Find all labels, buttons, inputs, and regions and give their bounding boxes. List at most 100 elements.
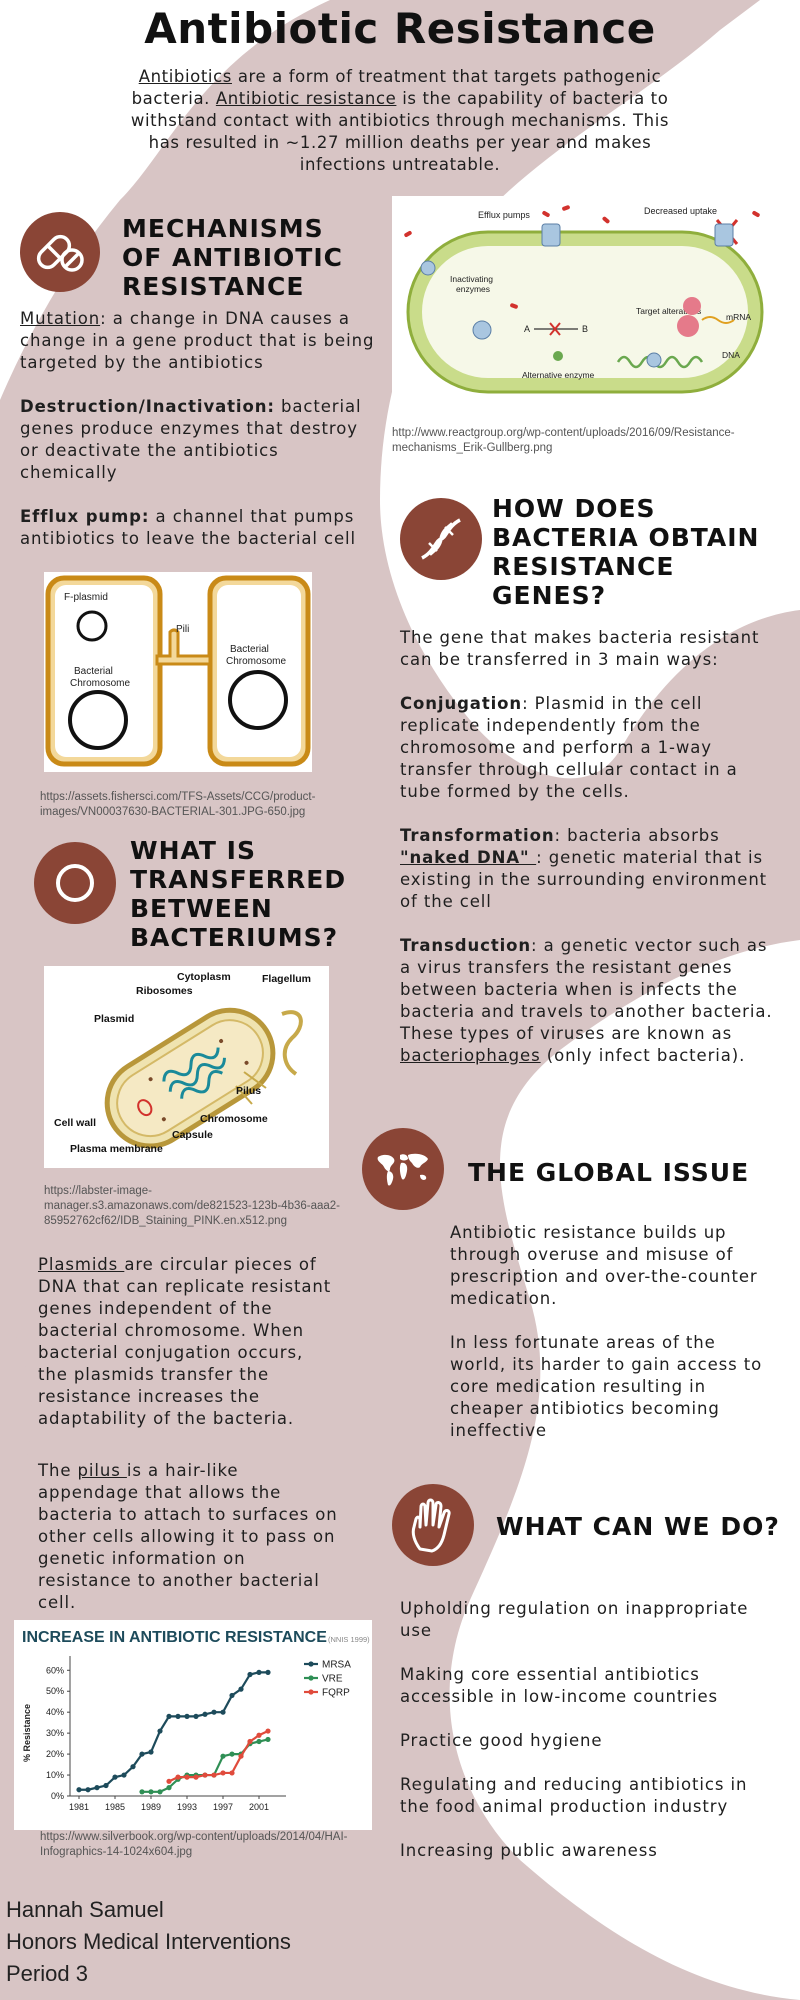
data-point-fqrp: [211, 1772, 217, 1778]
x-tick-label: 1993: [177, 1802, 197, 1812]
mutation-text: : a change in DNA causes a change in a g…: [20, 309, 375, 372]
transduction-text-2: (only infect bacteria).: [540, 1046, 746, 1065]
inactivating-label-2: enzymes: [456, 284, 490, 294]
data-point-mrsa: [247, 1671, 253, 1678]
data-point-vre: [157, 1789, 163, 1795]
data-point-mrsa: [256, 1669, 262, 1675]
destruction-term: Destruction/Inactivation:: [20, 397, 275, 416]
transformation-text-2: : genetic material that is existing in t…: [400, 848, 768, 911]
plasmids-paragraph: Plasmids are circular pieces of DNA that…: [38, 1254, 338, 1430]
chart-title: INCREASE IN ANTIBIOTIC RESISTANCE: [22, 1629, 327, 1646]
action-heading: WHAT CAN WE DO?: [496, 1512, 780, 1541]
data-point-mrsa: [265, 1669, 271, 1675]
data-point-mrsa: [103, 1782, 109, 1789]
x-tick-label: 1997: [213, 1802, 233, 1812]
x-tick-label: 2001: [249, 1802, 269, 1812]
pilus-text: is a hair-like appendage that allows the…: [38, 1461, 338, 1612]
y-tick-label: 20%: [46, 1749, 64, 1759]
naked-dna-term: "naked DNA": [400, 848, 537, 867]
data-point-mrsa: [175, 1713, 181, 1719]
left-chromosome-label-2: Chromosome: [70, 678, 130, 689]
class-period: Period 3: [6, 1961, 88, 1986]
hand-icon: [392, 1484, 474, 1566]
legend-label-mrsa: MRSA: [322, 1660, 351, 1671]
mechanisms-heading: MECHANISMS OF ANTIBIOTIC RESISTANCE: [122, 214, 343, 301]
data-point-mrsa: [229, 1692, 235, 1699]
b-label: B: [582, 324, 588, 334]
chart-caption: https://www.silverbook.org/wp-content/up…: [40, 1831, 348, 1858]
transformation-term: Transformation: [400, 826, 555, 845]
data-point-fqrp: [184, 1774, 190, 1780]
data-point-mrsa: [85, 1787, 91, 1793]
chart-subtitle: (NNIS 1999): [328, 1635, 370, 1644]
action-list: Upholding regulation on inappropriate us…: [400, 1598, 780, 1884]
dna-label: DNA: [722, 350, 740, 360]
data-point-fqrp: [175, 1774, 181, 1780]
transduction-paragraph: Transduction: a genetic vector such as a…: [400, 935, 780, 1067]
efflux-pumps-label: Efflux pumps: [478, 210, 530, 220]
data-point-fqrp: [220, 1770, 226, 1776]
data-point-vre: [265, 1736, 271, 1743]
antibiotics-term: Antibiotics: [138, 67, 232, 86]
how-body: The gene that makes bacteria resistant c…: [400, 627, 780, 1089]
efflux-term: Efflux pump:: [20, 507, 150, 526]
data-point-mrsa: [94, 1785, 100, 1791]
data-point-mrsa: [139, 1751, 145, 1757]
data-point-vre: [139, 1789, 145, 1795]
left-chromosome-label-1: Bacterial: [74, 666, 113, 677]
conjugation-image-caption: https://assets.fishersci.com/TFS-Assets/…: [40, 791, 316, 818]
decreased-uptake-label: Decreased uptake: [644, 206, 717, 216]
author-footer: Hannah Samuel Honors Medical Interventio…: [6, 1894, 406, 1990]
plasmids-term: Plasmids: [38, 1255, 125, 1274]
data-point-mrsa: [148, 1749, 154, 1755]
intro-text-1: are a form of treatment that targets pat…: [131, 67, 662, 108]
right-chromosome-label-1: Bacterial: [230, 644, 269, 655]
data-point-mrsa: [238, 1686, 244, 1692]
legend-label-fqrp: FQRP: [322, 1688, 350, 1699]
resistance-term: Antibiotic resistance: [215, 89, 397, 108]
data-point-fqrp: [247, 1738, 253, 1745]
data-point-mrsa: [157, 1728, 163, 1734]
global-heading: THE GLOBAL ISSUE: [468, 1158, 750, 1187]
legend-marker-mrsa: [308, 1661, 314, 1667]
mrna-label: mRNA: [726, 312, 751, 322]
series-line-fqrp: [168, 1730, 269, 1783]
pili-label: Pili: [176, 624, 189, 635]
ring-icon: [34, 842, 116, 924]
plasmid-label: Plasmid: [94, 1013, 134, 1025]
action-item: Practice good hygiene: [400, 1731, 603, 1750]
conjugation-term: Conjugation: [400, 694, 523, 713]
data-point-mrsa: [121, 1772, 127, 1778]
transduction-term: Transduction: [400, 936, 532, 955]
ribosomes-label: Ribosomes: [136, 985, 193, 997]
data-point-mrsa: [211, 1709, 217, 1715]
data-point-fqrp: [166, 1778, 172, 1784]
y-tick-label: 50%: [46, 1686, 64, 1696]
efflux-paragraph: Efflux pump: a channel that pumps antibi…: [20, 506, 380, 550]
y-tick-label: 10%: [46, 1770, 64, 1780]
transformation-text-1: : bacteria absorbs: [554, 826, 720, 845]
right-chromosome-label-2: Chromosome: [226, 656, 286, 667]
plasma-membrane-label: Plasma membrane: [70, 1143, 163, 1155]
how-heading: HOW DOES BACTERIA OBTAIN RESISTANCE GENE…: [492, 494, 760, 610]
plasmids-text: are circular pieces of DNA that can repl…: [38, 1255, 332, 1428]
alternative-enzyme-label: Alternative enzyme: [522, 370, 595, 380]
intro-text-2: is the capability of bacteria to withsta…: [130, 89, 670, 174]
series-line-vre: [142, 1738, 269, 1793]
mechanisms-body: Mutation: a change in DNA causes a chang…: [20, 308, 380, 572]
action-item: Regulating and reducing antibiotics in t…: [400, 1775, 748, 1816]
data-point-mrsa: [184, 1713, 190, 1719]
destruction-text: bacterial genes produce enzymes that des…: [20, 397, 362, 482]
destruction-paragraph: Destruction/Inactivation: bacterial gene…: [20, 396, 380, 484]
data-point-mrsa: [193, 1713, 199, 1719]
data-point-mrsa: [220, 1709, 226, 1715]
y-tick-label: 30%: [46, 1728, 64, 1738]
how-intro: The gene that makes bacteria resistant c…: [400, 628, 760, 669]
pilus-pre: The: [38, 1461, 78, 1480]
data-point-fqrp: [193, 1774, 199, 1780]
data-point-fqrp: [229, 1770, 235, 1776]
dna-icon: [400, 498, 482, 580]
chromosome-label: Chromosome: [200, 1113, 268, 1125]
cell-image-caption: https://labster-image-manager.s3.amazona…: [44, 1185, 341, 1227]
target-alterations-label: Target alterations: [636, 306, 701, 316]
